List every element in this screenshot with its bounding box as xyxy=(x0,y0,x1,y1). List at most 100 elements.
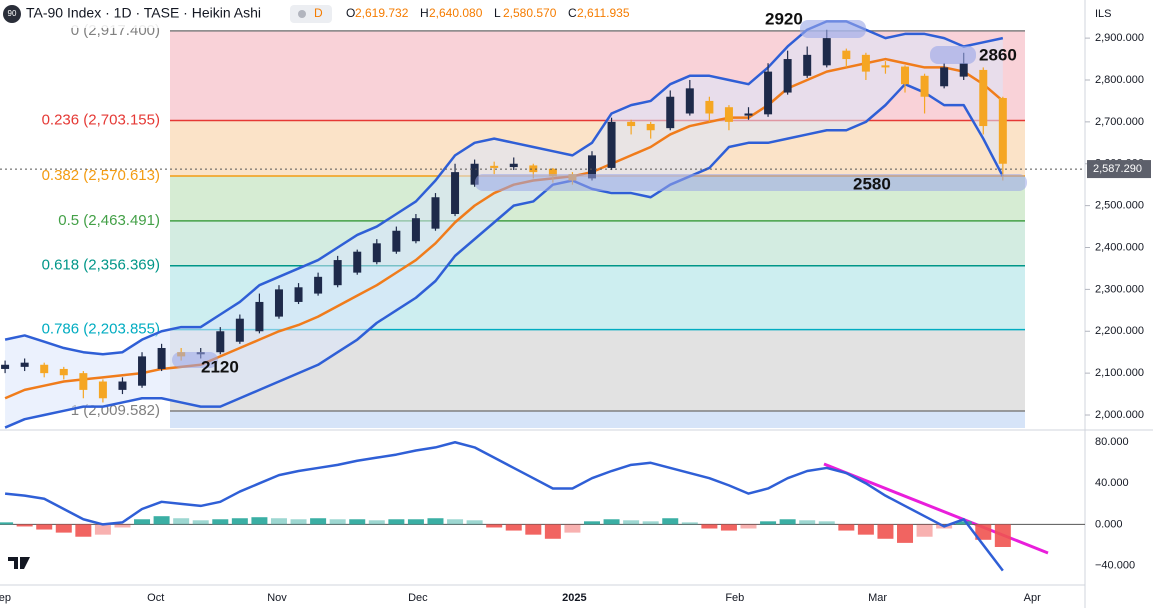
candle-body xyxy=(372,243,381,263)
x-tick-label: Apr xyxy=(1024,592,1041,604)
histogram-bar xyxy=(251,517,268,525)
candle-body xyxy=(79,373,88,390)
band-fill xyxy=(5,21,1003,428)
candle-body xyxy=(959,63,968,77)
candle-body xyxy=(274,289,283,317)
y2-tick-label: 80.000 xyxy=(1095,436,1129,448)
histogram-bar xyxy=(897,524,914,543)
candle-body xyxy=(353,251,362,273)
y-tick-label: 2,000.000 xyxy=(1095,409,1144,421)
interval-chip[interactable] xyxy=(290,5,332,23)
histogram-bar xyxy=(153,516,170,525)
candle-body xyxy=(157,348,166,369)
chip-dot xyxy=(298,10,306,18)
candle-body xyxy=(20,362,29,367)
candle-body xyxy=(314,276,323,294)
annotation: 2860 xyxy=(979,45,1017,64)
fib-label: 0.5 (2,463.491) xyxy=(58,212,160,229)
trend-line xyxy=(823,462,1049,555)
histogram-bar xyxy=(642,521,659,525)
badge-text: 90 xyxy=(8,9,17,18)
histogram-bar xyxy=(0,522,14,525)
fib-zone xyxy=(170,411,1025,428)
band-line xyxy=(4,82,1004,429)
candle-body xyxy=(509,163,518,168)
y-tick-label: 2,400.000 xyxy=(1095,241,1144,253)
candle-body xyxy=(842,50,851,60)
histogram-bar xyxy=(681,522,698,525)
histogram-bar xyxy=(994,524,1011,547)
candle-body xyxy=(548,168,557,177)
annotation: 2580 xyxy=(853,174,891,193)
candle-body xyxy=(255,301,264,332)
histogram-bar xyxy=(877,524,894,539)
last-price-box xyxy=(1087,160,1151,179)
histogram-bar xyxy=(583,521,600,525)
highlight xyxy=(172,352,218,368)
candle-body xyxy=(216,331,225,353)
ohlc-key: O xyxy=(346,6,355,20)
histogram-bar xyxy=(16,524,33,527)
currency[interactable]: ILS xyxy=(1095,8,1112,20)
candle-body xyxy=(861,54,870,72)
highlight xyxy=(930,46,976,64)
histogram-bar xyxy=(329,519,346,525)
histogram-bar xyxy=(310,518,327,525)
y-tick-label: 2,800.000 xyxy=(1095,74,1144,86)
candle-body xyxy=(40,364,49,374)
oscillator-line xyxy=(4,441,1004,572)
ohlc-key: L xyxy=(494,6,501,20)
x-tick-label: Mar xyxy=(868,592,887,604)
fib-label: 0.618 (2,356.369) xyxy=(42,257,160,274)
histogram-bar xyxy=(760,521,777,525)
histogram-bar xyxy=(55,524,72,533)
symbol-title[interactable]: TA-90 Index · 1D · TASE · Heikin Ashi xyxy=(26,5,261,21)
candle-body xyxy=(333,260,342,286)
fib-label: 0.786 (2,203.855) xyxy=(42,321,160,338)
candle-body xyxy=(705,100,714,114)
candle-body xyxy=(431,197,440,229)
candle-body xyxy=(724,107,733,122)
histogram-bar xyxy=(838,524,855,531)
candle-body xyxy=(59,368,68,376)
y-tick-label: 2,500.000 xyxy=(1095,200,1144,212)
candle-body xyxy=(607,121,616,168)
y2-tick-label: 40.000 xyxy=(1095,477,1129,489)
histogram-bar xyxy=(857,524,874,535)
x-tick-label: Oct xyxy=(147,592,164,604)
histogram-bar xyxy=(799,520,816,525)
candle-body xyxy=(470,163,479,185)
candle-body xyxy=(979,69,988,127)
histogram-bar xyxy=(525,524,542,535)
histogram-bar xyxy=(134,519,151,525)
histogram-bar xyxy=(916,524,933,537)
candle-body xyxy=(764,71,773,115)
y-tick-label: 2,200.000 xyxy=(1095,325,1144,337)
candle-body xyxy=(685,88,694,114)
y2-tick-label: −40.000 xyxy=(1095,559,1135,571)
y-tick-label: 2,700.000 xyxy=(1095,116,1144,128)
histogram-bar xyxy=(427,518,444,525)
fib-label: 0.236 (2,703.155) xyxy=(42,112,160,129)
interval: D xyxy=(314,6,323,20)
histogram-bar xyxy=(955,521,972,525)
x-tick-label: 2025 xyxy=(562,592,586,604)
ohlc-value: 2,611.935 xyxy=(577,6,630,20)
y-tick-label: 2,100.000 xyxy=(1095,367,1144,379)
histogram-bar xyxy=(212,519,229,525)
histogram-bar xyxy=(349,519,366,525)
candle-body xyxy=(98,381,107,399)
highlight xyxy=(800,20,866,38)
candle-body xyxy=(490,165,499,168)
histogram-bar xyxy=(75,524,92,537)
candle-body xyxy=(627,121,636,127)
histogram-bar xyxy=(270,518,287,525)
candle-body xyxy=(1,364,10,369)
ohlc-value: 2,580.570 xyxy=(503,6,557,20)
candle-body xyxy=(940,67,949,87)
histogram-bar xyxy=(173,518,190,525)
candle-body xyxy=(666,96,675,129)
histogram-bar xyxy=(447,519,464,525)
symbol-badge xyxy=(3,5,21,23)
